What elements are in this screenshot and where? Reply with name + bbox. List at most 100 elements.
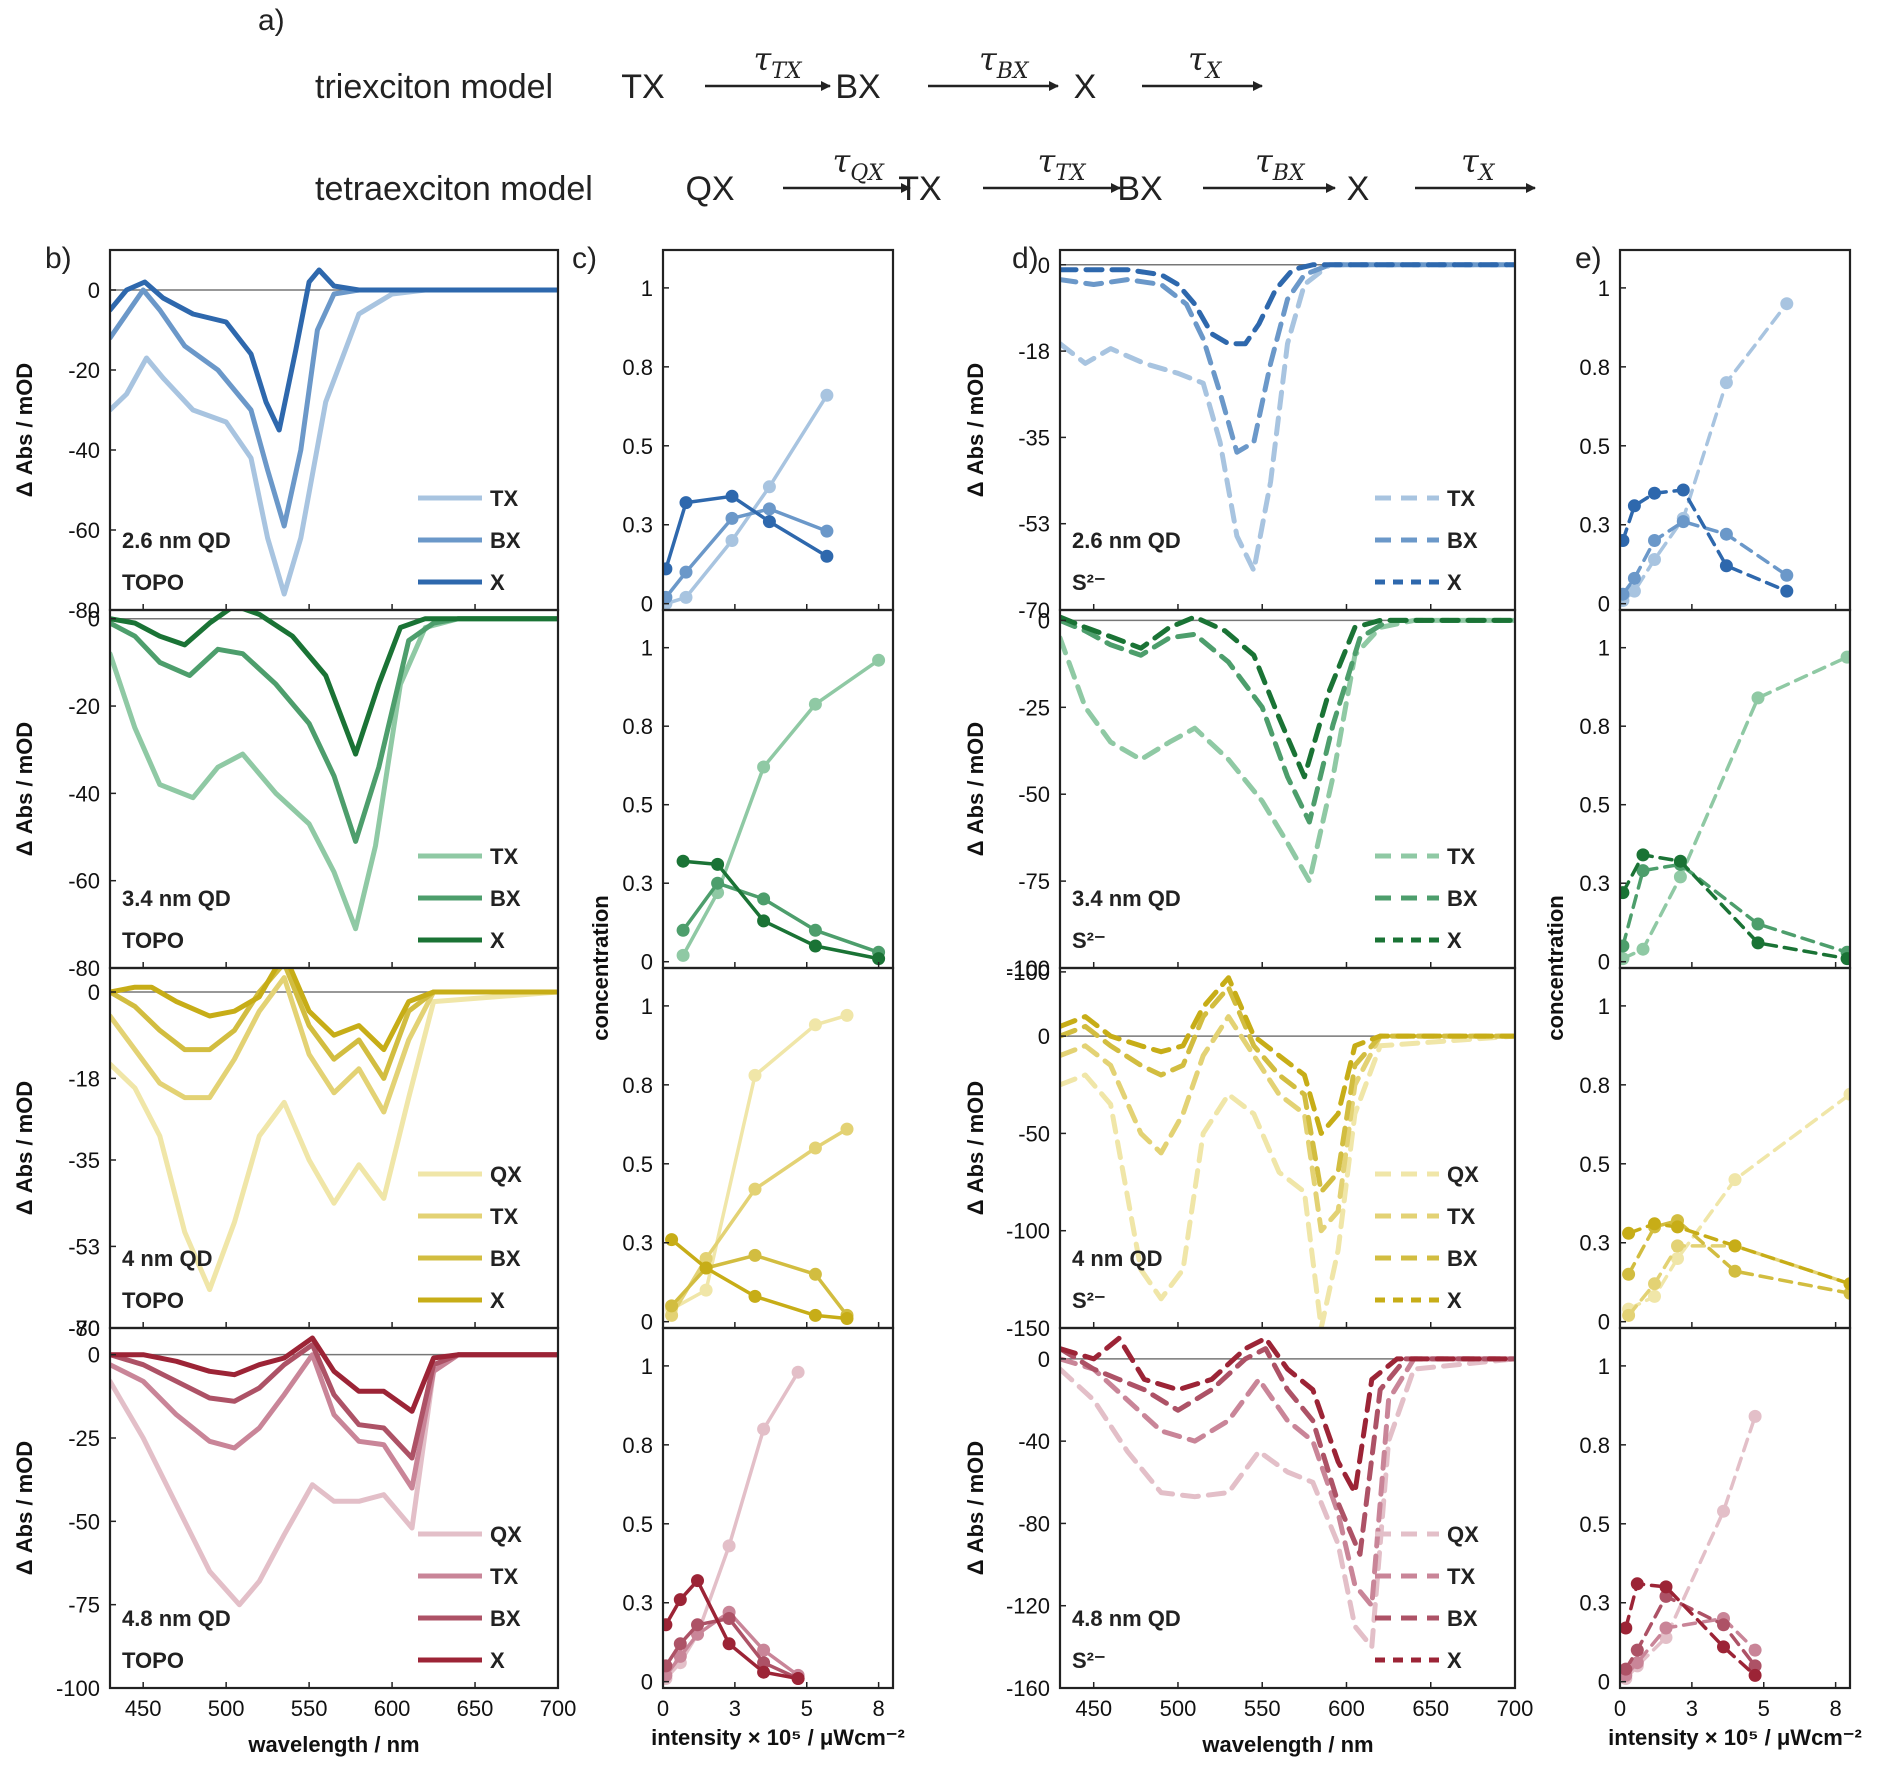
plot-frame bbox=[1618, 1326, 1852, 1690]
data-point bbox=[699, 1261, 713, 1275]
data-point bbox=[1843, 1277, 1850, 1291]
y-axis-title-d1: Δ Abs / mOD bbox=[963, 363, 988, 497]
ligand-label: S²⁻ bbox=[1072, 1288, 1106, 1313]
y-tick-label: -80 bbox=[68, 956, 100, 981]
y-tick-label: 0.8 bbox=[622, 1073, 653, 1098]
data-point bbox=[1648, 486, 1661, 500]
rate-constant-label: τTX bbox=[754, 40, 803, 84]
data-point bbox=[1648, 534, 1661, 547]
plot-frame bbox=[661, 608, 895, 970]
series-line-bx bbox=[1060, 617, 1515, 825]
model-label: triexciton model bbox=[315, 68, 553, 106]
y-tick-label: 1 bbox=[1598, 276, 1610, 301]
size-label: 4 nm QD bbox=[1072, 1246, 1162, 1271]
y-tick-label: -100 bbox=[1006, 960, 1050, 985]
chart-b1: 0 -20 -40 -60 -80 2.6 nm QD TOPO TX BX X bbox=[68, 248, 560, 623]
series-line-x bbox=[1060, 1335, 1515, 1496]
y-tick-label: 0.8 bbox=[1579, 1433, 1610, 1458]
y-tick-label: 0.5 bbox=[1579, 1152, 1610, 1177]
x-axis-title-c: intensity × 10⁵ / μWcm⁻² bbox=[651, 1725, 905, 1750]
series-line-x bbox=[110, 968, 558, 1053]
y-axis-title-d3: Δ Abs / mOD bbox=[963, 1081, 988, 1215]
data-point bbox=[1627, 499, 1641, 513]
data-point bbox=[1676, 483, 1690, 497]
y-tick-label: -40 bbox=[68, 438, 100, 463]
y-tick-label: -100 bbox=[56, 1676, 100, 1701]
x-tick-label: 600 bbox=[374, 1696, 411, 1721]
data-point bbox=[1627, 584, 1641, 598]
data-point bbox=[808, 939, 822, 953]
data-point bbox=[1636, 942, 1650, 956]
state-qx: QX bbox=[685, 170, 734, 208]
y-axis-title-c: concentration bbox=[588, 895, 613, 1040]
y-axis-title-e: concentration bbox=[1543, 895, 1568, 1040]
data-point bbox=[1780, 568, 1794, 582]
ligand-label: TOPO bbox=[122, 1288, 184, 1313]
y-tick-label: -50 bbox=[1018, 1121, 1050, 1146]
plot-frame bbox=[108, 966, 560, 1330]
x-tick-label: 650 bbox=[1412, 1696, 1449, 1721]
data-point bbox=[1648, 1289, 1661, 1303]
data-point bbox=[1843, 1087, 1850, 1101]
plot-frame bbox=[108, 1326, 560, 1690]
data-point bbox=[840, 1312, 854, 1325]
series-line-bx bbox=[1060, 985, 1515, 1195]
y-tick-label: 0.3 bbox=[622, 871, 653, 896]
y-tick-label: -80 bbox=[68, 598, 100, 623]
y-tick-label: 0 bbox=[641, 950, 653, 975]
data-point bbox=[663, 1659, 673, 1673]
series-line-bx bbox=[110, 1342, 558, 1461]
legend-label: BX bbox=[490, 1246, 521, 1271]
data-point bbox=[791, 1365, 805, 1379]
y-tick-label: 0 bbox=[1598, 592, 1610, 617]
data-point bbox=[757, 760, 771, 774]
y-tick-label: -50 bbox=[68, 1509, 100, 1534]
y-tick-label: -40 bbox=[1018, 1429, 1050, 1454]
y-tick-label: 0.8 bbox=[622, 714, 653, 739]
series-line-tx bbox=[1626, 1244, 1850, 1318]
data-point bbox=[1620, 939, 1630, 953]
data-point bbox=[679, 565, 693, 579]
series-line-qx bbox=[110, 989, 558, 1293]
legend-label: TX bbox=[1447, 1204, 1475, 1229]
size-label: 4.8 nm QD bbox=[1072, 1606, 1181, 1631]
x-tick-label: 5 bbox=[1758, 1696, 1770, 1721]
data-point bbox=[791, 1672, 805, 1685]
data-point bbox=[679, 496, 693, 510]
chart-b2: 0 -20 -40 -60 -80 3.4 nm QD TOPO TX BX X bbox=[68, 607, 560, 981]
y-tick-label: 0.5 bbox=[622, 1152, 653, 1177]
data-point bbox=[1751, 936, 1765, 950]
data-point bbox=[840, 1008, 854, 1022]
y-tick-label: 0.8 bbox=[622, 355, 653, 380]
chart-d4: 0 -40 -80 -120 -160 450 500 550 600 650 700 4.8 nm … bbox=[1006, 1326, 1533, 1721]
data-point bbox=[1719, 559, 1733, 573]
data-point bbox=[1659, 1621, 1673, 1635]
y-tick-label: 0.5 bbox=[1579, 793, 1610, 818]
x-tick-label: 650 bbox=[457, 1696, 494, 1721]
y-tick-label: 0 bbox=[88, 1343, 100, 1368]
data-point bbox=[808, 923, 822, 937]
data-point bbox=[663, 1618, 673, 1632]
series-line-tx bbox=[1060, 1356, 1515, 1609]
y-tick-label: 0.3 bbox=[1579, 513, 1610, 538]
legend-label: QX bbox=[1447, 1522, 1479, 1547]
panel-letter-a: a) bbox=[258, 4, 285, 37]
y-axis-title-b1: Δ Abs / mOD bbox=[12, 363, 37, 497]
data-point bbox=[1728, 1173, 1742, 1187]
y-axis-title-d2: Δ Abs / mOD bbox=[963, 722, 988, 856]
x-tick-label: 0 bbox=[1614, 1696, 1626, 1721]
data-point bbox=[748, 1182, 762, 1196]
data-point bbox=[1748, 1668, 1762, 1682]
data-point bbox=[1676, 515, 1690, 529]
data-point bbox=[1717, 1618, 1730, 1632]
y-axis-title-d4: Δ Abs / mOD bbox=[963, 1441, 988, 1575]
panel-letter-e: e) bbox=[1575, 242, 1602, 275]
legend-label: QX bbox=[490, 1522, 522, 1547]
y-tick-label: -70 bbox=[1018, 598, 1050, 623]
data-point bbox=[722, 1612, 736, 1625]
data-point bbox=[725, 489, 739, 503]
series-line-qx bbox=[1060, 1356, 1515, 1650]
y-tick-label: 1 bbox=[641, 1354, 653, 1379]
plot-frame bbox=[1058, 608, 1517, 970]
